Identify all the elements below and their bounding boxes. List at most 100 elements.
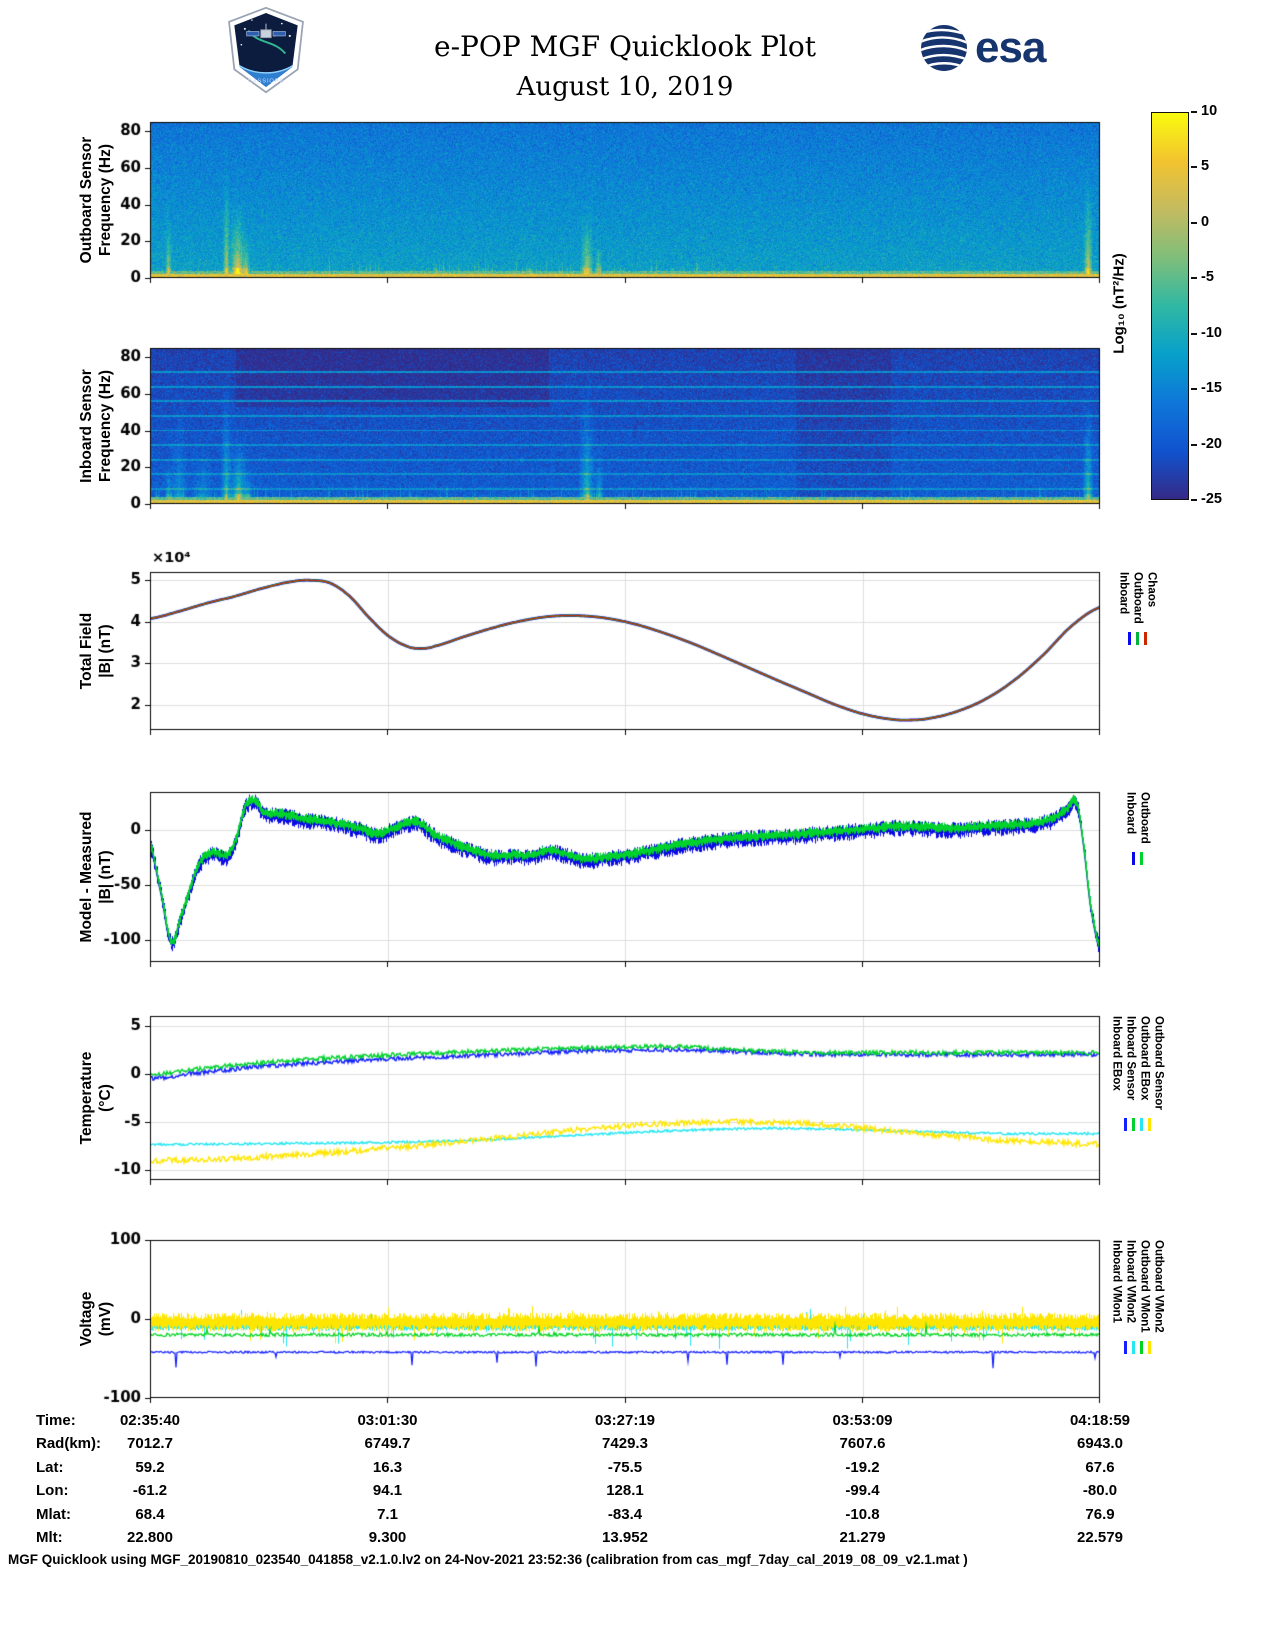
voltage-legend: Inboard VMon1 Inboard VMon2 Outboard VMon1… [1102,1240,1172,1354]
voltage-chart [0,1206,1275,1436]
colorbar-tick [1191,277,1197,280]
legend-item-label: Outboard VMon1 [1138,1240,1151,1333]
table-row-label: Time: [36,1412,76,1429]
colorbar-tick-label: -25 [1201,491,1222,507]
legend-color-dash [1131,1340,1135,1354]
legend-labels: Inboard VMon1 Inboard VMon2 Outboard VMon1… [1110,1240,1165,1333]
colorbar-tick [1191,443,1197,446]
legend-color-dash [1123,1340,1127,1354]
table-cell: 6943.0 [1077,1435,1123,1453]
legend-item-label: Inboard [1117,572,1130,615]
table-cell: 128.1 [606,1482,644,1500]
cassiope-mission-patch-icon: CASSIOPE [228,6,304,94]
axis-label-line: Model - Measured [78,811,95,943]
legend-item-label: Chaos [1145,572,1158,608]
table-row-label: Lat: [36,1458,64,1476]
legend-color-dash [1135,631,1139,645]
table-cell: -61.2 [132,1482,168,1500]
table-cell: 03:01:30 [357,1412,418,1429]
table-cell: 7429.3 [602,1435,648,1453]
axis-label-line: Total Field [78,612,95,690]
table-cell: 59.2 [135,1458,165,1476]
model-minus-measured-chart [0,758,1275,1000]
legend-color-dashes [1127,631,1147,645]
legend-color-dash [1147,1117,1151,1131]
esa-logo: esa [920,23,1046,72]
table-cell: 68.4 [135,1505,165,1523]
colorbar-tick-label: 10 [1201,103,1218,119]
legend-color-dash [1123,1117,1127,1131]
legend-color-dashes [1131,851,1143,865]
axis-label-line: |B| (nT) [97,850,114,904]
legend-item-label: Outboard Sensor [1152,1016,1165,1110]
inboard-spectrogram-axis-label: Inboard Sensor Frequency (Hz) [77,348,115,504]
table-row-label: Lon: [36,1482,69,1500]
colorbar-tick [1191,499,1197,501]
colorbar-tick [1191,388,1197,391]
table-cell: 03:53:09 [832,1412,893,1429]
legend-color-dash [1131,1117,1135,1131]
legend-color-dash [1131,851,1135,865]
table-cell: -10.8 [845,1505,880,1523]
axis-label-line: |B| (nT) [97,624,114,678]
total-field-axis-label: Total Field |B| (nT) [77,572,115,730]
legend-labels: Inboard Outboard Chaos [1117,572,1158,624]
legend-item-label: Outboard EBox [1138,1016,1151,1101]
page-title: e-POP MGF Quicklook Plot [434,30,816,63]
model-minus-measured-legend: Inboard Outboard [1102,792,1172,865]
colorbar-tick-label: -20 [1201,435,1222,452]
outboard-spectrogram-axis-label: Outboard Sensor Frequency (Hz) [77,122,115,278]
legend-color-dashes [1123,1117,1151,1131]
axis-label-line: Inboard Sensor [78,369,95,483]
table-cell: 94.1 [372,1482,403,1500]
colorbar [1151,112,1189,500]
table-cell: 22.579 [1077,1529,1123,1546]
colorbar-tick [1191,111,1197,113]
table-row-label: Mlat: [36,1505,71,1523]
footer-text: MGF Quicklook using MGF_20190810_023540_… [8,1552,968,1567]
outboard-spectrogram-chart [0,88,1275,316]
axis-label-line: (mV) [97,1301,114,1337]
voltage-axis-label: Voltage (mV) [77,1240,115,1398]
inboard-spectrogram-chart [0,314,1275,542]
colorbar-tick [1191,166,1197,169]
legend-item-label: Inboard VMon2 [1124,1240,1137,1324]
table-cell: -19.2 [845,1458,880,1476]
table-cell: 76.9 [1085,1505,1115,1523]
legend-color-dash [1139,1117,1143,1131]
colorbar-gradient [1152,113,1188,499]
colorbar-tick [1191,221,1197,224]
table-cell: 7012.7 [127,1435,173,1453]
table-cell: -75.5 [607,1458,643,1476]
legend-labels: Inboard Outboard [1124,792,1151,844]
colorbar-tick-label: -10 [1201,324,1222,341]
table-cell: -83.4 [607,1505,643,1523]
legend-item-label: Inboard [1124,792,1137,835]
axis-label-line: Voltage [78,1291,95,1347]
temperature-legend: Inboard EBox Inboard Sensor Outboard EBox O… [1102,1016,1172,1131]
esa-emblem-icon [921,25,967,71]
legend-item-label: Inboard EBox [1110,1016,1123,1091]
legend-color-dashes [1123,1340,1151,1354]
legend-labels: Inboard EBox Inboard Sensor Outboard EBox O… [1110,1016,1165,1110]
axis-label-line: Temperature [78,1051,95,1145]
table-cell: 67.6 [1085,1458,1115,1476]
table-cell: 04:18:59 [1069,1412,1131,1429]
axis-label-line: Outboard Sensor [78,136,95,264]
total-field-chart [0,538,1275,768]
table-row-label: Mlt: [36,1529,63,1546]
legend-item-label: Outboard [1131,572,1144,624]
legend-color-dash [1139,1340,1143,1354]
total-field-legend: Inboard Outboard Chaos [1102,572,1172,645]
colorbar-tick-label: 0 [1201,213,1210,230]
temperature-axis-label: Temperature (°C) [77,1016,115,1180]
esa-wordmark: esa [975,23,1046,72]
model-minus-measured-axis-label: Model - Measured |B| (nT) [77,792,115,962]
patch-text: CASSIOPE [248,79,284,85]
table-cell: 21.279 [839,1529,886,1546]
table-cell: 03:27:19 [594,1412,656,1429]
legend-item-label: Inboard Sensor [1124,1016,1137,1101]
legend-item-label: Outboard VMon2 [1152,1240,1165,1333]
colorbar-tick-label: 5 [1201,158,1210,175]
colorbar-tick-label: -15 [1201,380,1222,397]
